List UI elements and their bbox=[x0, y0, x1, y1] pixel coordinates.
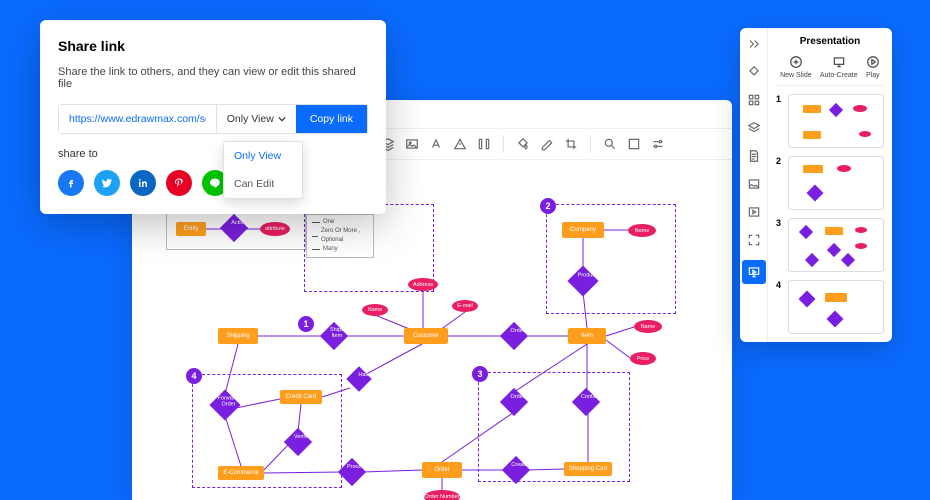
fullscreen-tool-icon[interactable] bbox=[746, 232, 762, 248]
node-name1[interactable]: Name bbox=[628, 224, 656, 237]
slide-3[interactable]: 3 bbox=[776, 218, 884, 272]
node-item[interactable]: Item bbox=[568, 328, 606, 344]
selection-2 bbox=[546, 204, 676, 314]
slide-2[interactable]: 2 bbox=[776, 156, 884, 210]
share-link-modal: Share link Share the link to others, and… bbox=[40, 20, 386, 214]
node-email[interactable]: E-mail bbox=[452, 300, 478, 312]
facebook-button[interactable] bbox=[58, 170, 84, 196]
selection-badge-4: 4 bbox=[186, 368, 202, 384]
pinterest-button[interactable] bbox=[166, 170, 192, 196]
social-buttons bbox=[58, 170, 368, 196]
node-ecommerce[interactable]: E-Commerce bbox=[218, 466, 264, 480]
node-ordernum[interactable]: Order Number bbox=[424, 490, 460, 500]
presentation-main: Presentation New Slide Auto-Create Play … bbox=[768, 28, 892, 342]
permission-dropdown-button[interactable]: Only View bbox=[216, 105, 296, 133]
grid-tool-icon[interactable] bbox=[746, 92, 762, 108]
node-company[interactable]: Company bbox=[562, 222, 604, 238]
search-icon[interactable] bbox=[601, 135, 619, 153]
fill-color-icon[interactable] bbox=[514, 135, 532, 153]
node-entity[interactable]: Entity bbox=[176, 222, 206, 236]
share-description: Share the link to others, and they can v… bbox=[58, 66, 368, 90]
node-order[interactable]: Order bbox=[422, 462, 462, 478]
node-attribute[interactable]: attribute bbox=[260, 222, 290, 236]
distribute-icon[interactable] bbox=[475, 135, 493, 153]
fill-tool-icon[interactable] bbox=[746, 64, 762, 80]
play-button[interactable]: Play bbox=[866, 55, 880, 79]
font-icon[interactable] bbox=[427, 135, 445, 153]
node-customer[interactable]: Customer bbox=[404, 328, 448, 344]
permission-dropdown: Only View Can Edit bbox=[223, 141, 303, 199]
node-name2[interactable]: Name bbox=[634, 320, 662, 333]
presentation-title: Presentation bbox=[776, 36, 884, 47]
plus-circle-icon bbox=[789, 55, 803, 69]
crop-icon[interactable] bbox=[562, 135, 580, 153]
presentation-panel: Presentation New Slide Auto-Create Play … bbox=[740, 28, 892, 342]
page-tool-icon[interactable] bbox=[746, 148, 762, 164]
slide-thumbnail bbox=[788, 280, 884, 334]
perm-option-edit[interactable]: Can Edit bbox=[224, 170, 302, 198]
media-tool-icon[interactable] bbox=[746, 204, 762, 220]
share-title: Share link bbox=[58, 38, 368, 54]
slide-number: 3 bbox=[776, 218, 784, 228]
slide-number: 1 bbox=[776, 94, 784, 104]
new-slide-button[interactable]: New Slide bbox=[780, 55, 812, 79]
node-shipsitem[interactable]: Ships Item bbox=[320, 322, 348, 350]
frame-icon[interactable] bbox=[625, 135, 643, 153]
linkedin-button[interactable] bbox=[130, 170, 156, 196]
slide-list: 1 2 3 bbox=[776, 94, 884, 334]
slide-number: 2 bbox=[776, 156, 784, 166]
present-tool-icon[interactable] bbox=[742, 260, 766, 284]
line-color-icon[interactable] bbox=[538, 135, 556, 153]
screen-icon bbox=[832, 55, 846, 69]
node-shipping[interactable]: Shipping bbox=[218, 328, 258, 344]
node-name3[interactable]: Name bbox=[362, 304, 388, 316]
copy-link-button[interactable]: Copy link bbox=[296, 105, 367, 133]
node-creditcard[interactable]: Credit Card bbox=[280, 390, 322, 404]
node-processes[interactable]: Processes bbox=[338, 458, 366, 486]
image-tool-icon[interactable] bbox=[746, 176, 762, 192]
selection-badge-2: 2 bbox=[540, 198, 556, 214]
collapse-icon[interactable] bbox=[746, 36, 762, 52]
selection-badge-1: 1 bbox=[298, 316, 314, 332]
node-orders1[interactable]: Orders bbox=[500, 322, 528, 350]
node-address[interactable]: Address bbox=[408, 278, 438, 291]
layers-tool-icon[interactable] bbox=[746, 120, 762, 136]
share-url-row: Only View Copy link Only View Can Edit bbox=[58, 104, 368, 134]
selection-badge-3: 3 bbox=[472, 366, 488, 382]
node-price[interactable]: Price bbox=[630, 352, 656, 365]
share-url-input[interactable] bbox=[59, 105, 216, 133]
slide-1[interactable]: 1 bbox=[776, 94, 884, 148]
presentation-tool-rail bbox=[740, 28, 768, 342]
perm-option-view[interactable]: Only View bbox=[224, 142, 302, 170]
node-has[interactable]: Has bbox=[346, 366, 371, 391]
share-to-label: share to bbox=[58, 148, 368, 160]
slide-thumbnail bbox=[788, 94, 884, 148]
node-shoppingcart[interactable]: Shopping Cart bbox=[564, 462, 612, 476]
warning-icon[interactable] bbox=[451, 135, 469, 153]
presentation-actions: New Slide Auto-Create Play bbox=[776, 55, 884, 86]
image-icon[interactable] bbox=[403, 135, 421, 153]
slide-number: 4 bbox=[776, 280, 784, 290]
slide-thumbnail bbox=[788, 218, 884, 272]
auto-create-button[interactable]: Auto-Create bbox=[820, 55, 858, 79]
twitter-button[interactable] bbox=[94, 170, 120, 196]
play-circle-icon bbox=[866, 55, 880, 69]
slide-thumbnail bbox=[788, 156, 884, 210]
tune-icon[interactable] bbox=[649, 135, 667, 153]
slide-4[interactable]: 4 bbox=[776, 280, 884, 334]
